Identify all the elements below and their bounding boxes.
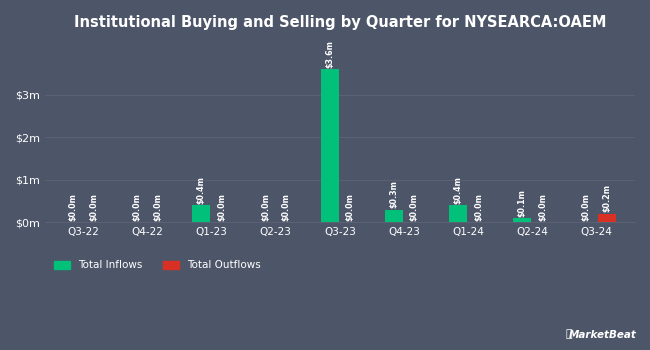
Text: $0.3m: $0.3m xyxy=(389,180,398,208)
Text: $0.0m: $0.0m xyxy=(346,193,355,221)
Bar xyxy=(320,69,339,223)
Bar xyxy=(385,210,403,223)
Text: $0.0m: $0.0m xyxy=(217,193,226,221)
Bar xyxy=(598,214,616,223)
Text: MarketBeat: MarketBeat xyxy=(569,329,637,340)
Text: $0.4m: $0.4m xyxy=(197,176,206,204)
Text: $0.0m: $0.0m xyxy=(281,193,291,221)
Text: $3.6m: $3.6m xyxy=(325,40,334,68)
Text: ⫽: ⫽ xyxy=(566,329,572,340)
Text: $0.0m: $0.0m xyxy=(133,193,142,221)
Text: $0.2m: $0.2m xyxy=(603,184,611,212)
Text: $0.0m: $0.0m xyxy=(89,193,98,221)
Text: $0.1m: $0.1m xyxy=(517,189,526,217)
Text: $0.0m: $0.0m xyxy=(69,193,77,221)
Text: $0.4m: $0.4m xyxy=(454,176,462,204)
Text: $0.0m: $0.0m xyxy=(410,193,419,221)
Text: $0.0m: $0.0m xyxy=(582,193,591,221)
Bar xyxy=(192,205,211,223)
Text: $0.0m: $0.0m xyxy=(538,193,547,221)
Text: $0.0m: $0.0m xyxy=(153,193,162,221)
Text: $0.0m: $0.0m xyxy=(474,193,483,221)
Title: Institutional Buying and Selling by Quarter for NYSEARCA:OAEM: Institutional Buying and Selling by Quar… xyxy=(73,15,606,30)
Bar xyxy=(449,205,467,223)
Bar xyxy=(513,218,531,223)
Legend: Total Inflows, Total Outflows: Total Inflows, Total Outflows xyxy=(50,256,265,274)
Text: $0.0m: $0.0m xyxy=(261,193,270,221)
